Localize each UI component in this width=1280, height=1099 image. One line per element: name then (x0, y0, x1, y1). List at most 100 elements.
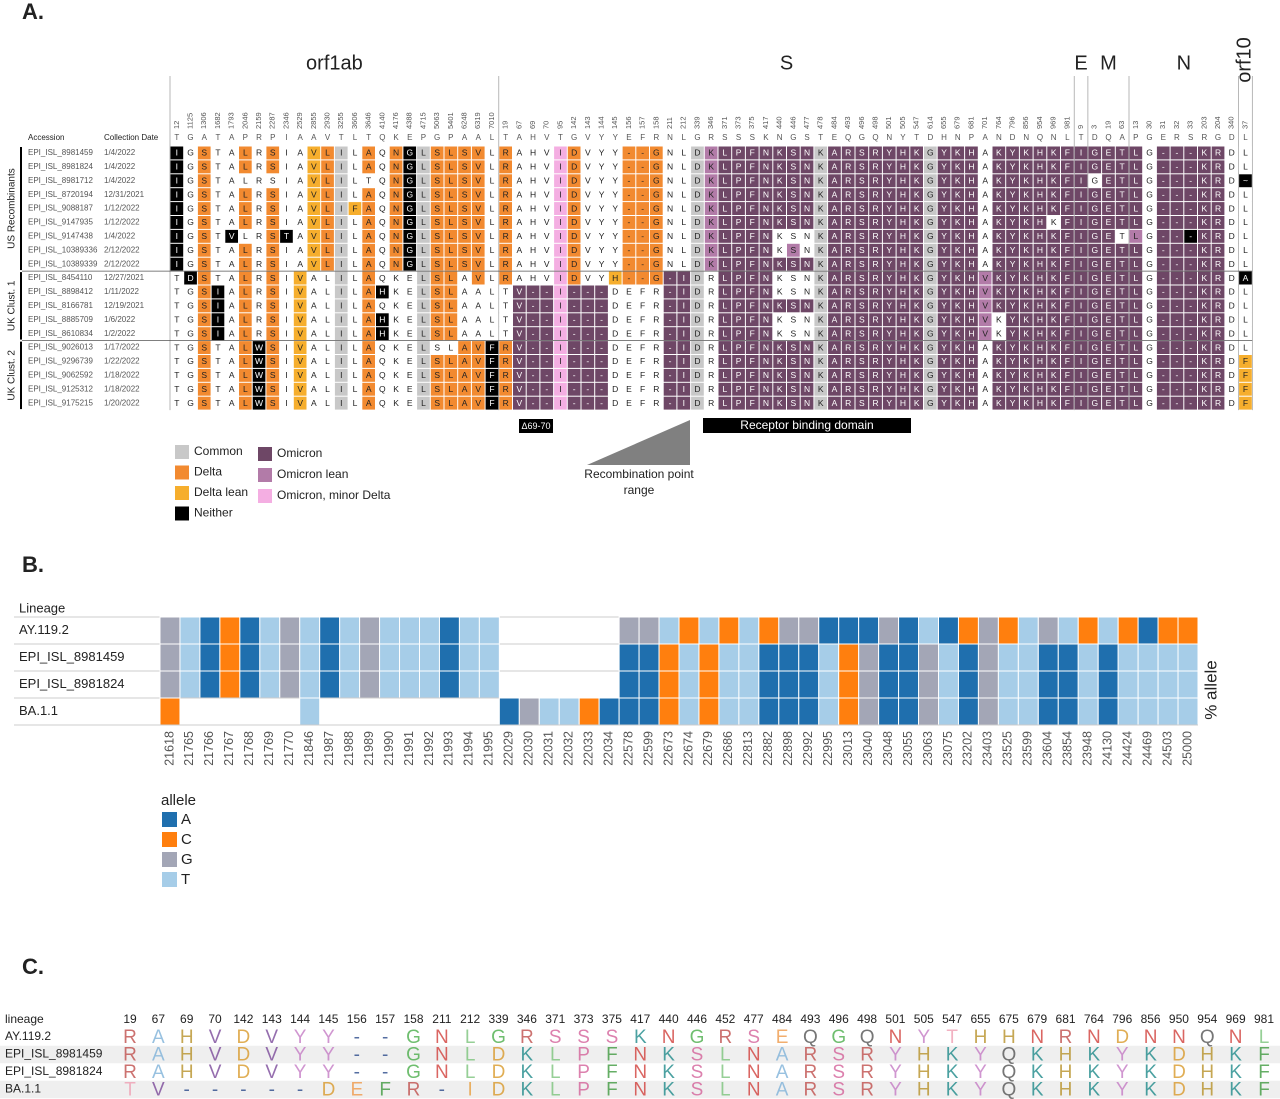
lineage-label: EPI_ISL_8981824 (19, 676, 125, 691)
residue: A (297, 148, 303, 158)
residue: V (475, 273, 481, 283)
x-tick-label: 22673 (661, 731, 675, 766)
residue: A (366, 148, 372, 158)
position-label: 675 (999, 1012, 1019, 1026)
residue: Q (379, 245, 386, 255)
residue: D (612, 315, 618, 325)
residue: E (1106, 273, 1112, 283)
reference-residue: N (777, 133, 783, 142)
reference-residue: R (256, 133, 262, 142)
position-label: 417 (761, 116, 770, 129)
residue: L (353, 370, 358, 380)
residue-cell (1115, 160, 1129, 174)
residue: - (586, 315, 589, 325)
residue: I (1080, 231, 1082, 241)
residue: L (722, 273, 727, 283)
residue-cell (841, 188, 855, 202)
residue-cell (485, 146, 499, 160)
residue-cell (499, 160, 512, 174)
allele-cell (957, 643, 979, 672)
x-tick-label: 22578 (621, 731, 635, 766)
residue: Y (941, 203, 947, 213)
residue: N (763, 189, 769, 199)
residue: E (626, 342, 632, 352)
residue: R (804, 1080, 818, 1099)
accession: EPI_ISL_9088187 (28, 204, 93, 213)
residue: E (407, 273, 413, 283)
residue: L (448, 259, 453, 269)
residue: R (708, 384, 714, 394)
residue-cell (513, 174, 526, 188)
residue: - (600, 328, 603, 338)
residue: K (1088, 1080, 1101, 1099)
residue-cell (910, 174, 923, 188)
accession: EPI_ISL_8981712 (28, 176, 93, 185)
residue: K (777, 162, 783, 172)
residue: L (421, 301, 426, 311)
residue: Y (889, 1080, 902, 1099)
residue: H (1059, 1080, 1073, 1099)
residue: A (297, 176, 303, 186)
residue: R (256, 162, 262, 172)
residue: P (736, 189, 742, 199)
residue: - (669, 384, 672, 394)
residue: K (996, 231, 1002, 241)
residue: E (407, 328, 413, 338)
residue-cell (869, 160, 882, 174)
residue: K (955, 398, 961, 408)
legend-label: Neither (194, 506, 233, 520)
residue: I (683, 384, 685, 394)
residue: - (1162, 259, 1165, 269)
position-label: 1793 (227, 112, 236, 129)
residue: V (544, 217, 550, 227)
residue: R (1215, 203, 1221, 213)
residue-cell (334, 174, 348, 188)
residue: D (694, 217, 700, 227)
residue: D (571, 189, 577, 199)
residue: Y (886, 384, 892, 394)
residue: F (750, 356, 755, 366)
residue: R (1215, 217, 1221, 227)
residue: Y (1010, 259, 1016, 269)
residue: L (1243, 245, 1248, 255)
position-label: 477 (744, 1012, 764, 1026)
position-label: 498 (857, 1012, 877, 1026)
residue: - (600, 370, 603, 380)
residue: S (791, 315, 797, 325)
residue: K (818, 370, 824, 380)
position-label: 371 (545, 1012, 565, 1026)
residue: H (900, 356, 906, 366)
residue-cell (348, 146, 362, 160)
residue-cell (293, 146, 307, 160)
residue: K (818, 342, 824, 352)
residue: T (503, 315, 508, 325)
residue-cell (745, 146, 759, 160)
residue: - (586, 328, 589, 338)
allele-cell (1017, 697, 1039, 726)
residue: K (818, 287, 824, 297)
residue: - (669, 370, 672, 380)
residue: - (1189, 384, 1192, 394)
residue-cell (828, 160, 841, 174)
residue: G (187, 148, 194, 158)
residue: F (640, 398, 645, 408)
allele-cell (1017, 616, 1039, 645)
residue: T (215, 370, 220, 380)
residue: - (600, 287, 603, 297)
residue: F (1065, 315, 1070, 325)
residue: L (353, 217, 358, 227)
residue: P (736, 203, 742, 213)
residue-cell (1225, 174, 1239, 188)
residue: H (900, 217, 906, 227)
residue: A (311, 356, 317, 366)
residue: G (187, 162, 194, 172)
reference-residue: E (832, 133, 837, 142)
residue: V (982, 287, 988, 297)
residue: H (968, 273, 974, 283)
collection-date: 12/31/2021 (104, 190, 145, 199)
residue: I (285, 287, 287, 297)
position-label: 142 (233, 1012, 253, 1026)
residue-cell (855, 146, 869, 160)
residue-cell (1211, 146, 1225, 160)
residue: L (722, 384, 727, 394)
